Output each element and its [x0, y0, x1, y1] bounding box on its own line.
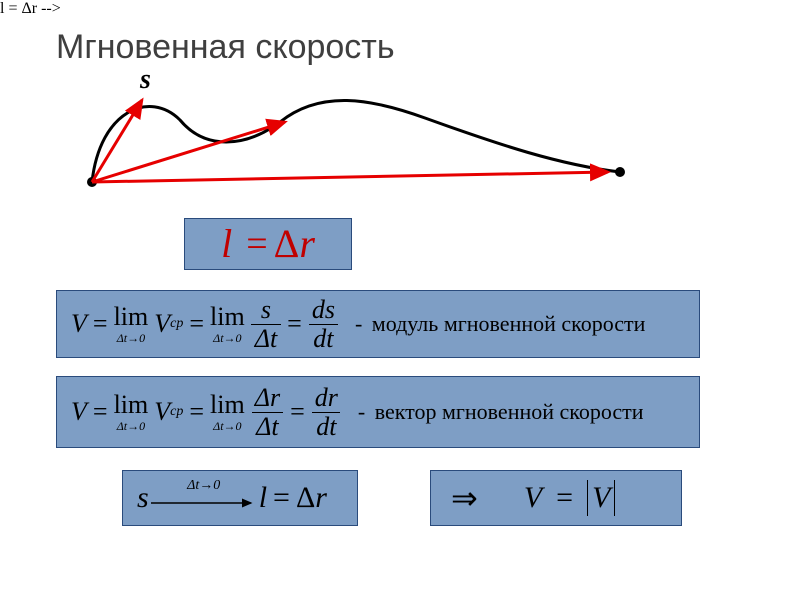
equation-vector-velocity: V = lim Δt→0 Vcp = lim Δt→0 Δr Δt = dr d…	[71, 385, 644, 440]
eq3-lim2: lim Δt→0	[210, 392, 245, 432]
eq2-frac1: s Δt	[251, 297, 281, 352]
abs-V: V	[587, 480, 615, 516]
equation-box-v-eq-absV: ⇒ V = V	[430, 470, 682, 526]
eq5-V1: V	[524, 483, 542, 513]
eq1-r: r	[299, 224, 315, 264]
eq4-eq: =	[273, 483, 290, 513]
eq4-r: r	[315, 483, 327, 513]
eq3-frac1: Δr Δt	[251, 385, 284, 440]
equation-l-eq-dr: l = Δ r	[221, 224, 315, 264]
eq2-frac2: ds dt	[308, 297, 339, 352]
eq3-desc: - вектор мгновенной скорости	[358, 401, 644, 423]
eq2-eq3: =	[287, 311, 302, 337]
eq4-l: l	[259, 483, 267, 513]
slide: { "colors": { "background": "#ffffff", "…	[0, 0, 800, 600]
equation-box-s-to-l: s Δt→0 l = Δ r	[122, 470, 358, 526]
displacement-arrow-2	[92, 122, 285, 182]
eq2-Vcp: V	[154, 311, 170, 337]
eq5-eq: =	[556, 483, 573, 513]
eq3-V1: V	[71, 399, 87, 425]
eq3-lim1: lim Δt→0	[114, 392, 149, 432]
trajectory-curve	[92, 100, 620, 182]
eq4-delta: Δ	[296, 483, 315, 513]
end-point	[615, 167, 625, 177]
equation-box-l-eq-dr: l = Δ r	[184, 218, 352, 270]
limit-arrow: Δt→0	[149, 483, 259, 513]
displacement-arrow-3	[92, 172, 608, 182]
eq3-frac2: dr dt	[311, 385, 342, 440]
eq2-V1: V	[71, 311, 87, 337]
equation-scalar-speed: V = lim Δt→0 Vcp = lim Δt→0 s Δt = ds dt…	[71, 297, 645, 352]
eq2-eq1: =	[93, 311, 108, 337]
eq1-delta: Δ	[274, 224, 300, 264]
eq2-lim2: lim Δt→0	[210, 304, 245, 344]
eq1-l: l	[221, 224, 232, 264]
equation-v-eq-absV: ⇒ V = V	[445, 480, 615, 516]
trajectory-diagram	[0, 0, 800, 250]
eq3-eq3: =	[290, 399, 305, 425]
eq1-equals: =	[246, 225, 267, 263]
equation-s-to-l: s Δt→0 l = Δ r	[137, 483, 327, 513]
eq2-desc: - модуль мгновенной скорости	[355, 313, 645, 335]
equation-box-vector-velocity: V = lim Δt→0 Vcp = lim Δt→0 Δr Δt = dr d…	[56, 376, 700, 448]
eq3-eq2: =	[189, 399, 204, 425]
eq4-s: s	[137, 483, 149, 513]
eq2-lim1: lim Δt→0	[114, 304, 149, 344]
eq3-eq1: =	[93, 399, 108, 425]
eq3-Vcp: V	[154, 399, 170, 425]
equation-box-scalar-speed: V = lim Δt→0 Vcp = lim Δt→0 s Δt = ds dt…	[56, 290, 700, 358]
implies-symbol: ⇒	[451, 482, 478, 514]
eq2-eq2: =	[189, 311, 204, 337]
